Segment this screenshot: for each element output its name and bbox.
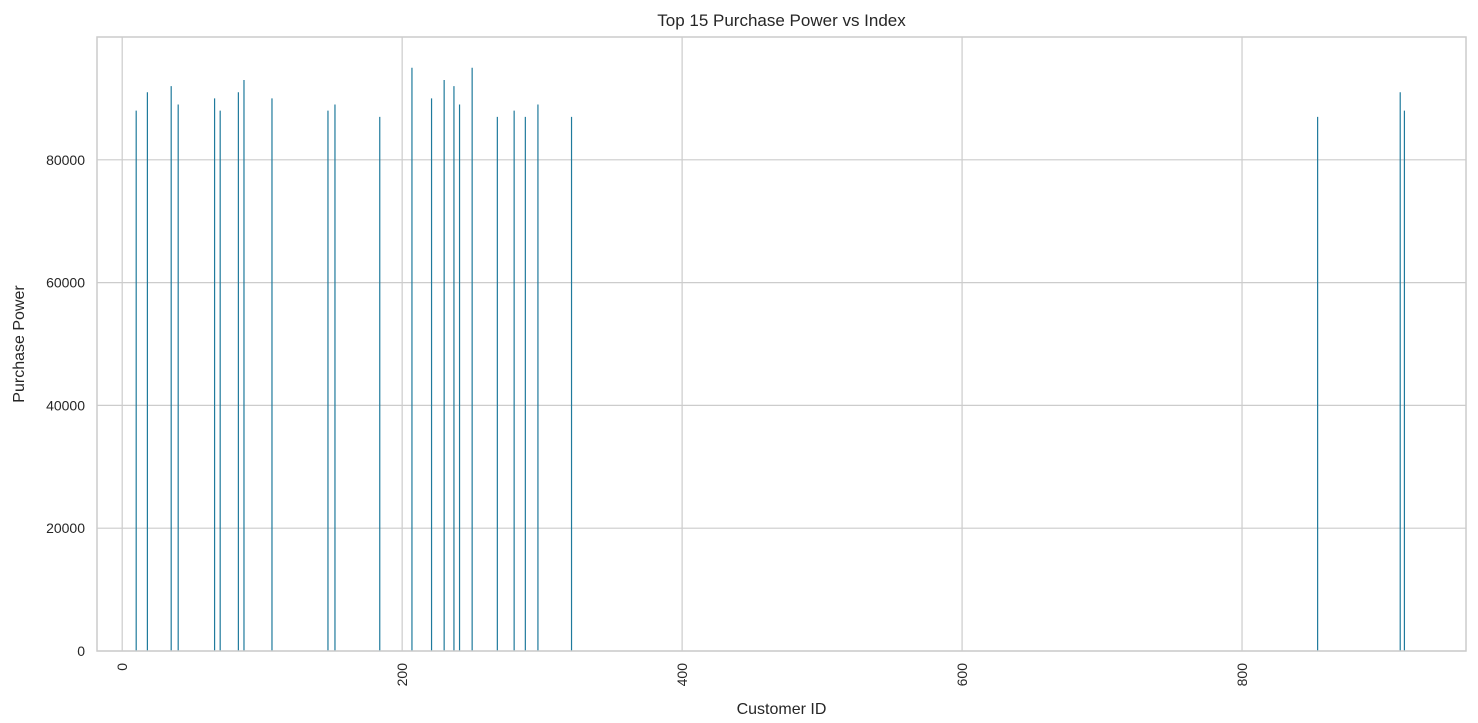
x-axis-label: Customer ID xyxy=(737,701,827,718)
x-tick-label: 400 xyxy=(674,663,690,687)
y-tick-label: 20000 xyxy=(46,520,85,536)
x-tick-label: 0 xyxy=(114,663,130,671)
x-tick-label: 800 xyxy=(1234,663,1250,687)
y-tick-label: 40000 xyxy=(46,397,85,413)
bars-layer xyxy=(135,67,1406,651)
y-tick-label: 60000 xyxy=(46,275,85,291)
y-tick-label: 80000 xyxy=(46,152,85,168)
y-tick-labels: 0 20000 40000 60000 80000 xyxy=(46,152,85,659)
y-axis-label: Purchase Power xyxy=(11,285,28,403)
grid-layer xyxy=(97,37,1466,652)
y-tick-label: 0 xyxy=(77,643,85,659)
x-tick-label: 200 xyxy=(394,663,410,687)
x-tick-labels: 0 200 400 600 800 xyxy=(114,663,1250,687)
plot-frame xyxy=(96,36,1467,652)
chart-title: Top 15 Purchase Power vs Index xyxy=(657,11,906,30)
x-tick-label: 600 xyxy=(954,663,970,687)
